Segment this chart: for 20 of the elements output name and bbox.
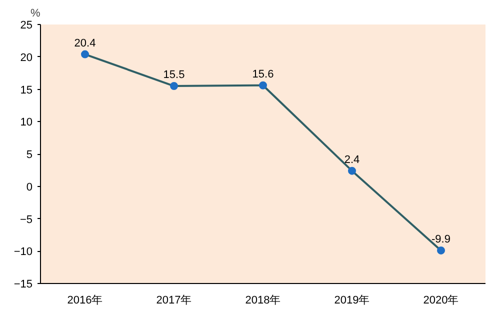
x-tick-label: 2016年 [67,294,103,306]
data-label: 20.4 [74,37,96,50]
y-tick-label: 25 [20,20,33,32]
y-tick-label: −15 [14,278,33,290]
y-tick-label: −10 [14,246,33,258]
y-tick-label: 20 [20,52,33,64]
y-tick-label: 10 [20,116,33,129]
data-label: 2.4 [344,154,360,166]
y-tick-label: 15 [20,84,33,96]
data-label: 15.6 [252,68,274,80]
y-tick-label: 0 [26,181,33,194]
data-label: -9.9 [432,233,450,246]
x-tick-label: 2018年 [245,294,281,306]
data-label: 15.5 [163,69,185,82]
x-tick-label: 2020年 [423,294,459,306]
y-axis-title: % [30,8,40,20]
y-tick-label: 5 [26,149,33,161]
x-tick-label: 2017年 [156,294,192,306]
x-tick-label: 2019年 [334,294,370,306]
y-tick-label: −5 [20,214,33,226]
